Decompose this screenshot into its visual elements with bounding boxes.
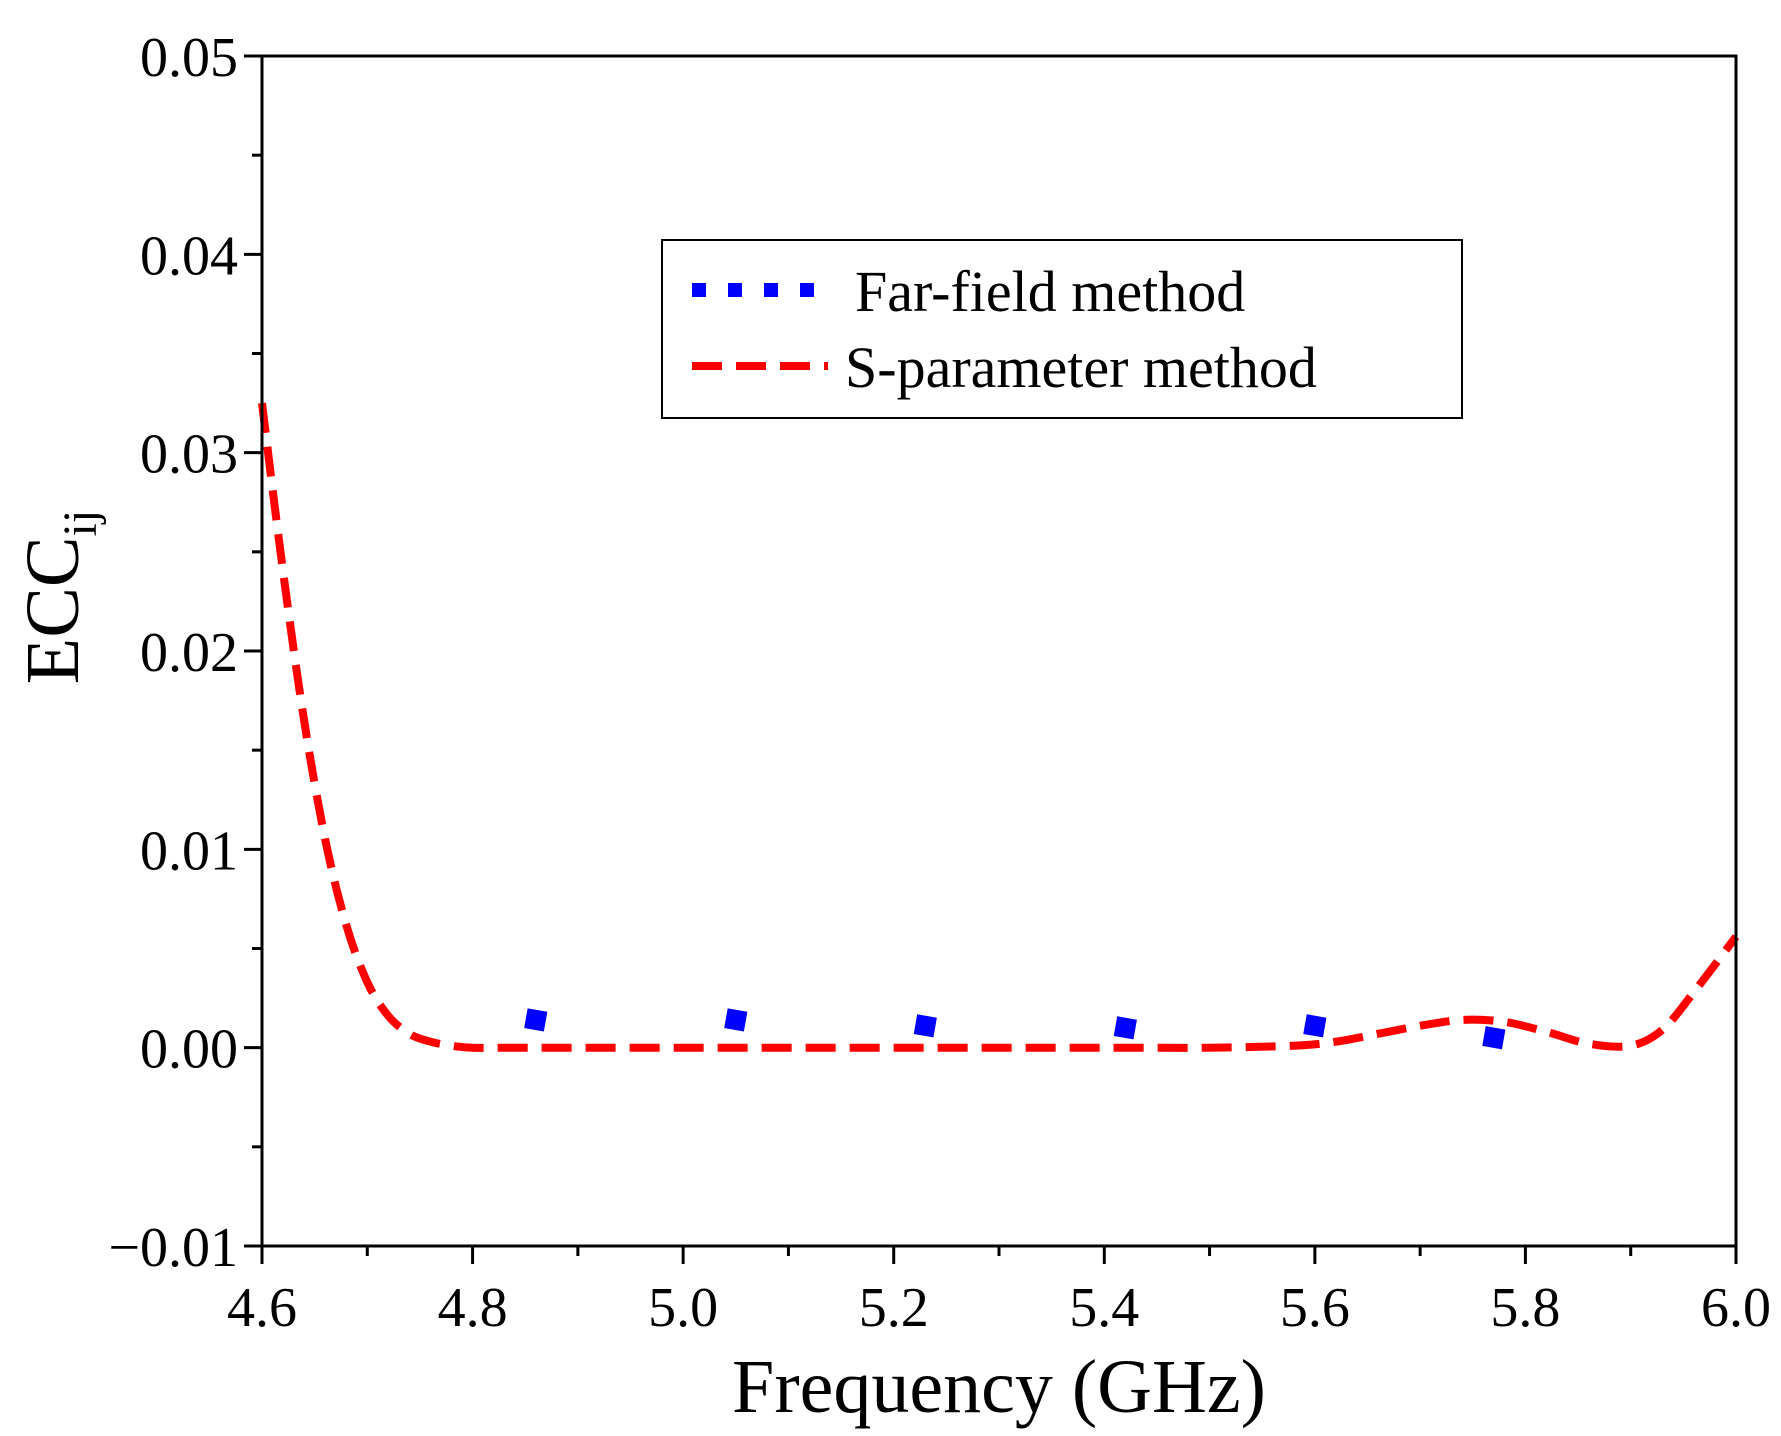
legend-box [661, 239, 1463, 419]
far-field-point [724, 1008, 748, 1032]
x-tick-label: 5.0 [648, 1277, 718, 1339]
y-axis-title: ECCij [11, 510, 107, 684]
legend-label-far-field: Far-field method [855, 259, 1245, 324]
x-tick-label: 5.8 [1490, 1277, 1560, 1339]
y-tick-label: −0.01 [108, 1217, 238, 1279]
y-tick-label: 0.01 [140, 820, 238, 882]
plot-area [258, 402, 1740, 1052]
axis-ticks [244, 54, 1738, 1264]
x-axis-title: Frequency (GHz) [732, 1345, 1266, 1429]
x-tick-label: 6.0 [1701, 1277, 1771, 1339]
x-tick-label: 5.2 [859, 1277, 929, 1339]
far-field-point [913, 1014, 937, 1038]
tick-labels: 4.6 4.8 5.0 5.2 5.4 5.6 5.8 6.0 −0.01 0.00 0.01 0.0… [108, 27, 1771, 1339]
x-tick-label: 5.6 [1280, 1277, 1350, 1339]
x-tick-label: 4.6 [227, 1277, 297, 1339]
plot-frame [260, 54, 1738, 1248]
far-field-point [1303, 1014, 1327, 1038]
y-tick-label: 0.03 [140, 424, 238, 486]
far-field-point [1113, 1016, 1137, 1040]
y-tick-label: 0.05 [140, 27, 238, 89]
y-tick-label: 0.04 [140, 225, 238, 287]
x-tick-label: 4.8 [438, 1277, 508, 1339]
legend-label-s-parameter: S-parameter method [845, 335, 1317, 400]
y-tick-label: 0.00 [140, 1019, 238, 1081]
far-field-point [524, 1008, 548, 1032]
y-axis-title-main: ECC [11, 536, 95, 684]
y-tick-label: 0.02 [140, 622, 238, 684]
series-line-s-parameter [258, 402, 1740, 1052]
legend: Far-field method S-parameter method [661, 239, 1463, 419]
far-field-point [1482, 1026, 1506, 1050]
y-axis-title-sub: ij [54, 510, 107, 537]
x-tick-label: 5.4 [1069, 1277, 1139, 1339]
